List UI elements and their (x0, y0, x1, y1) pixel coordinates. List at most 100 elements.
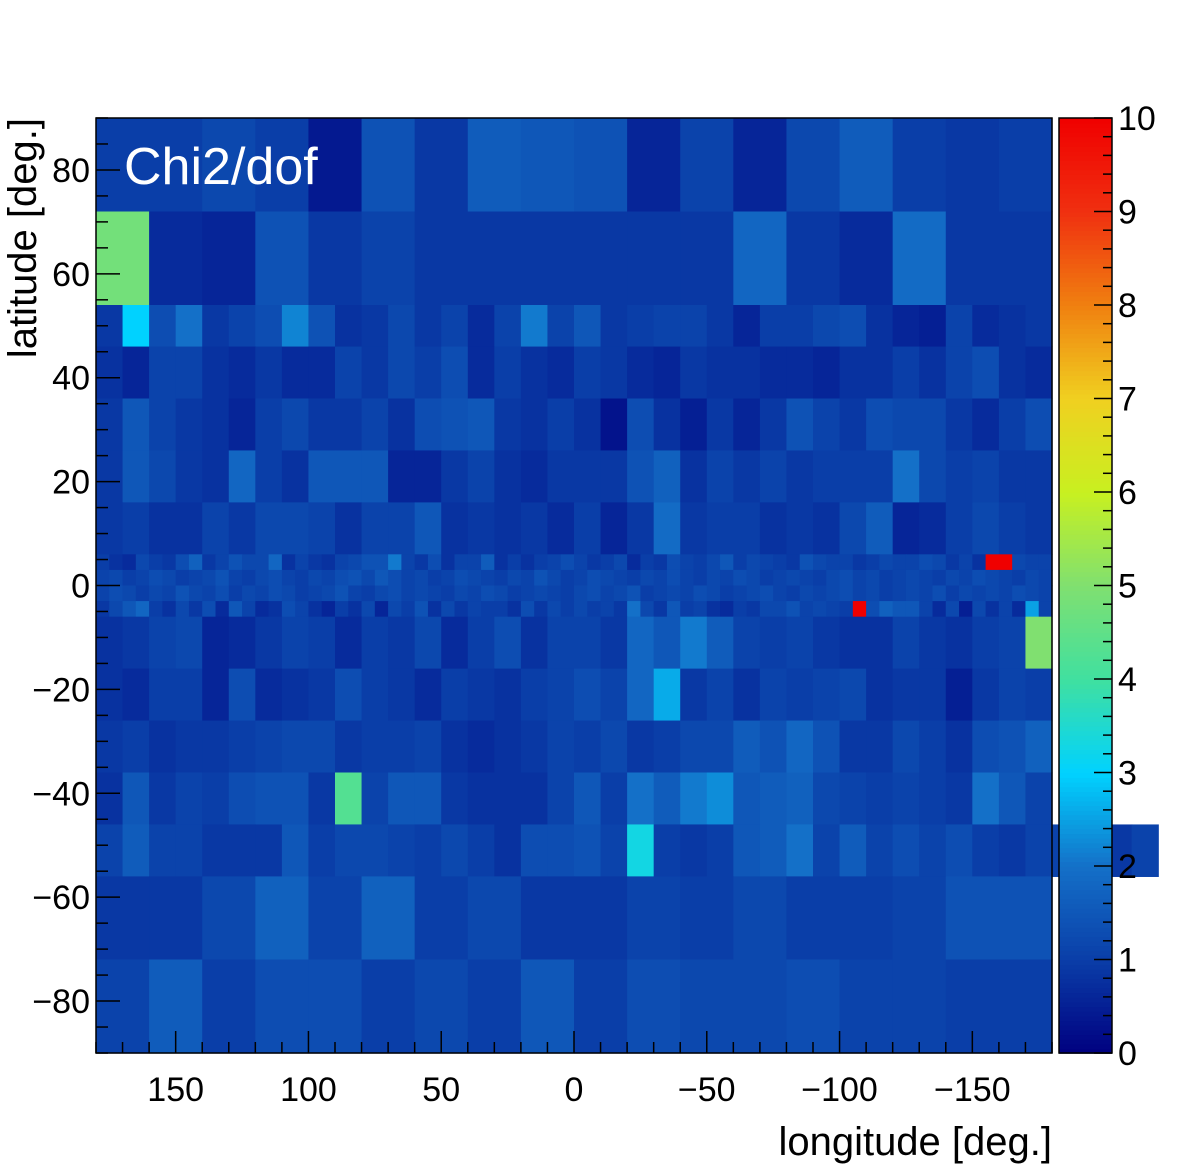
colorbar-tick-label: 7 (1118, 381, 1137, 419)
heatmap-cell (281, 601, 296, 618)
heatmap-cell (96, 601, 110, 618)
heatmap-cell (879, 554, 894, 571)
heatmap-cell (202, 772, 230, 826)
heatmap-cell (613, 554, 628, 571)
heatmap-cell (560, 554, 575, 571)
heatmap-cell (839, 772, 867, 826)
heatmap-cell (547, 616, 575, 670)
heatmap-cell (255, 118, 310, 213)
heatmap-cell (520, 118, 575, 213)
heatmap-cell (932, 585, 947, 602)
heatmap-cell (945, 668, 973, 722)
heatmap-cell (813, 720, 841, 774)
heatmap-cell (520, 569, 535, 587)
heatmap-cell (149, 305, 177, 348)
heatmap-cell (547, 554, 562, 571)
colorbar-segment (1059, 744, 1112, 750)
colorbar-segment (1059, 487, 1112, 493)
heatmap-cell (852, 601, 867, 618)
heatmap-cell (149, 554, 163, 571)
heatmap-cell (653, 668, 681, 722)
heatmap-cell (335, 450, 363, 503)
heatmap-cell (786, 616, 814, 670)
heatmap-cell (627, 772, 655, 826)
heatmap-cell (879, 601, 894, 618)
heatmap-cell (520, 601, 535, 618)
colorbar-segment (1059, 992, 1112, 998)
heatmap-cell (919, 668, 947, 722)
heatmap-cell (813, 601, 827, 618)
heatmap-cell (892, 720, 920, 774)
heatmap-cell (202, 616, 230, 670)
heatmap-cell (467, 450, 495, 503)
heatmap-cell (640, 585, 655, 602)
colorbar-segment (1059, 501, 1112, 507)
heatmap-cell (892, 569, 907, 587)
colorbar-segment (1059, 473, 1112, 479)
heatmap-cell (494, 305, 522, 348)
colorbar-segment (1059, 496, 1112, 503)
heatmap-cell (335, 616, 363, 670)
heatmap-cell (733, 720, 761, 774)
heatmap-cell (188, 601, 203, 618)
heatmap-cell (574, 668, 602, 722)
heatmap-cell (653, 585, 668, 602)
heatmap-cell (600, 585, 615, 602)
heatmap-cell (96, 502, 124, 555)
heatmap-cell (839, 554, 854, 571)
heatmap-cell (1038, 554, 1053, 571)
colorbar-segment (1059, 982, 1112, 989)
colorbar-segment (1059, 884, 1112, 891)
heatmap-cell (998, 616, 1027, 670)
colorbar-segment (1059, 1024, 1112, 1031)
heatmap-cell (587, 601, 602, 618)
heatmap-cell (627, 876, 681, 961)
heatmap-cell (242, 601, 256, 618)
heatmap-cell (321, 601, 336, 618)
colorbar-segment (1059, 445, 1112, 451)
heatmap-cell (839, 959, 894, 1054)
colorbar-segment (1059, 936, 1112, 942)
heatmap-cell (494, 585, 509, 602)
heatmap-cell (427, 585, 442, 602)
heatmap-cell (228, 305, 256, 348)
heatmap-cell (733, 824, 761, 877)
heatmap-cell (361, 616, 389, 670)
heatmap-cell (574, 876, 628, 961)
heatmap-cell (414, 601, 429, 618)
y-tick-label: 60 (52, 256, 90, 294)
heatmap-cell (945, 876, 1000, 961)
colorbar-segment (1059, 463, 1112, 470)
heatmap-cell (600, 554, 615, 571)
heatmap-cell (680, 772, 708, 826)
heatmap-cell (361, 959, 416, 1054)
colorbar-segment (1059, 580, 1112, 587)
heatmap-cell (547, 450, 575, 503)
heatmap-cell (361, 876, 416, 961)
heatmap-cell (653, 772, 681, 826)
heatmap-cell (494, 616, 522, 670)
heatmap-cell (96, 554, 110, 571)
heatmap-cell (361, 668, 389, 722)
heatmap-cell (972, 720, 1000, 774)
heatmap-cell (693, 585, 708, 602)
heatmap-cell (1025, 616, 1053, 670)
heatmap-cell (813, 450, 841, 503)
heatmap-cell (799, 585, 814, 602)
heatmap-cell (839, 502, 867, 555)
colorbar-tick-label: 8 (1118, 287, 1137, 325)
heatmap-cell (175, 585, 190, 602)
heatmap-cell (892, 601, 907, 618)
colorbar-segment (1059, 492, 1112, 498)
heatmap-cell (454, 585, 469, 602)
heatmap-cell (96, 668, 124, 722)
heatmap-cell (839, 398, 867, 452)
heatmap-cell (786, 211, 841, 306)
heatmap-cell (560, 585, 575, 602)
heatmap-cell (945, 398, 973, 452)
heatmap-cell (985, 554, 1000, 571)
colorbar-segment (1059, 809, 1112, 816)
heatmap-cell (839, 118, 894, 213)
heatmap-cell (574, 398, 602, 452)
heatmap-cell (255, 772, 283, 826)
